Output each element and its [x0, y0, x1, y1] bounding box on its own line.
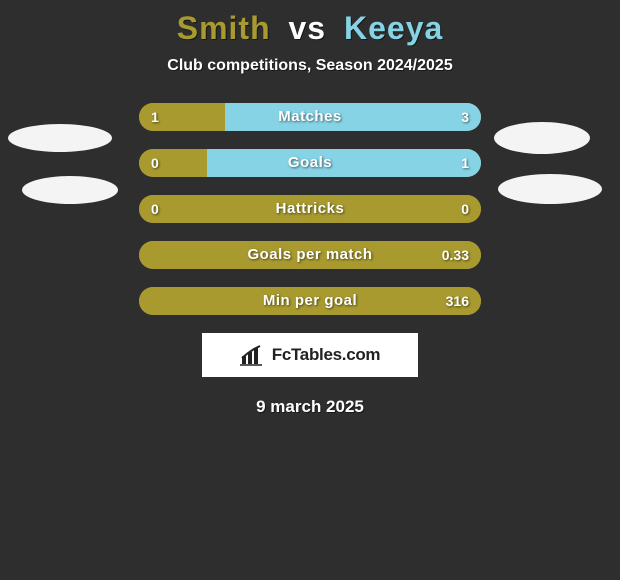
stat-row: 01Goals — [139, 149, 481, 177]
player1-name: Smith — [177, 10, 271, 46]
stat-label: Goals — [139, 149, 481, 177]
stat-row: 13Matches — [139, 103, 481, 131]
stat-row: 0.33Goals per match — [139, 241, 481, 269]
player-avatar-placeholder — [8, 124, 112, 152]
player2-name: Keeya — [344, 10, 443, 46]
logo-text: FcTables.com — [272, 345, 381, 365]
vs-text: vs — [289, 10, 327, 46]
stat-row: 316Min per goal — [139, 287, 481, 315]
subtitle-text: Club competitions, Season 2024/2025 — [0, 57, 620, 75]
infographic-canvas: Smith vs Keeya Club competitions, Season… — [0, 0, 620, 580]
player-avatar-placeholder — [494, 122, 590, 154]
player-avatar-placeholder — [22, 176, 118, 204]
date-text: 9 march 2025 — [0, 397, 620, 417]
source-logo: FcTables.com — [202, 333, 418, 377]
stat-label: Matches — [139, 103, 481, 131]
comparison-title: Smith vs Keeya — [0, 0, 620, 53]
stat-row: 00Hattricks — [139, 195, 481, 223]
bar-chart-icon — [240, 344, 266, 366]
stat-label: Hattricks — [139, 195, 481, 223]
stat-label: Min per goal — [139, 287, 481, 315]
stat-label: Goals per match — [139, 241, 481, 269]
player-avatar-placeholder — [498, 174, 602, 204]
